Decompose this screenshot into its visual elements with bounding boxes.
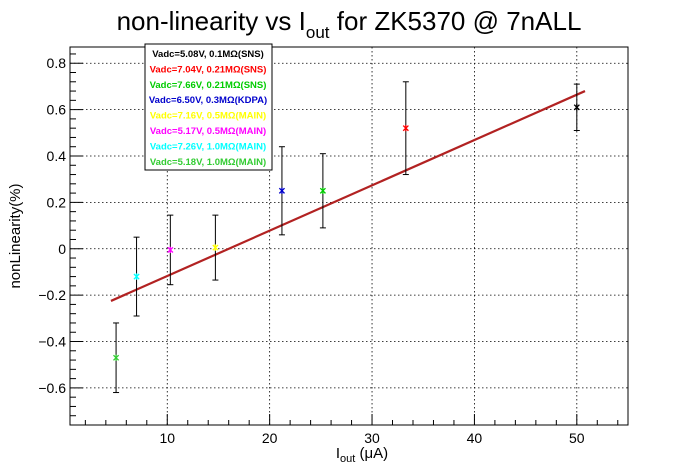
x-tick-label: 40 — [467, 430, 483, 446]
legend-entry: Vadc=6.50V, 0.3MΩ(KDPA) — [149, 95, 267, 106]
legend-entry: Vadc=7.66V, 0.21MΩ(SNS) — [150, 80, 267, 91]
data-point — [212, 214, 219, 281]
x-tick-label: 20 — [262, 430, 278, 446]
axes: 10 20 30 40 50 −0.6 −0.4 −0.2 0 0.2 0.4 0.6 0.8 — [38, 53, 619, 446]
data-point — [133, 236, 140, 317]
x-axis-label: Iout (μA) — [336, 445, 388, 465]
x-tick-label: 50 — [569, 430, 585, 446]
legend-box — [144, 43, 273, 171]
y-tick-label: −0.4 — [38, 334, 66, 350]
data-point — [573, 83, 580, 131]
y-axis-label: nonLinearity(%) — [7, 183, 24, 288]
y-tick-label: 0.4 — [47, 148, 67, 164]
plot-frame — [69, 46, 629, 426]
chart-title: non-linearity vs Iout for ZK5370 @ 7nALL — [117, 6, 582, 42]
x-tick-label: 10 — [159, 430, 175, 446]
data-points — [113, 81, 580, 394]
y-tick-label: 0.2 — [47, 194, 67, 210]
x-tick-label: 30 — [364, 430, 380, 446]
data-point — [113, 322, 120, 394]
legend-entry: Vadc=7.16V, 0.5MΩ(MAIN) — [150, 111, 266, 122]
legend-entry: Vadc=7.04V, 0.21MΩ(SNS) — [150, 64, 267, 75]
legend-entry: Vadc=5.17V, 0.5MΩ(MAIN) — [150, 126, 266, 137]
legend-entry: Vadc=5.08V, 0.1MΩ(SNS) — [152, 49, 264, 60]
legend-entry: Vadc=7.26V, 1.0MΩ(MAIN) — [150, 141, 266, 152]
y-tick-label: 0.6 — [47, 102, 67, 118]
point-marker — [167, 246, 174, 254]
y-tick-label: 0 — [58, 241, 66, 257]
y-tick-label: 0.8 — [47, 55, 67, 71]
data-point — [278, 146, 285, 236]
point-marker — [113, 354, 120, 361]
legend: Vadc=5.08V, 0.1MΩ(SNS) Vadc=7.04V, 0.21MΩ… — [144, 43, 273, 171]
point-marker — [133, 273, 140, 280]
data-point — [402, 81, 409, 176]
fit-line-group — [110, 90, 586, 302]
data-point — [167, 214, 174, 286]
legend-entry: Vadc=5.18V, 1.0MΩ(MAIN) — [150, 157, 266, 168]
data-point — [319, 153, 326, 229]
point-marker — [212, 244, 219, 251]
point-marker — [573, 104, 580, 111]
y-tick-label: −0.2 — [38, 287, 66, 303]
point-marker — [319, 187, 326, 194]
fit-line — [110, 90, 586, 302]
point-marker — [402, 124, 409, 132]
y-tick-label: −0.6 — [38, 380, 66, 396]
point-marker — [278, 187, 285, 194]
